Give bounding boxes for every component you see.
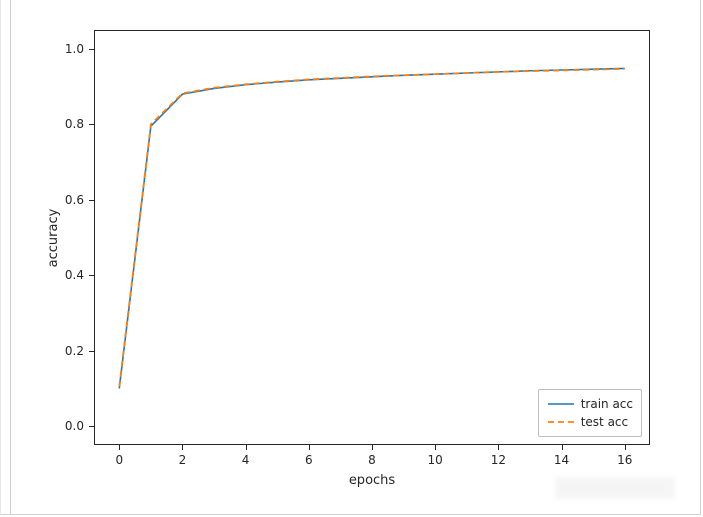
y-axis-label: accuracy	[46, 208, 61, 267]
legend-label: train acc	[581, 397, 633, 411]
x-tick-label: 2	[179, 453, 187, 467]
legend-swatch	[547, 397, 575, 411]
y-tick-label: 0.6	[60, 193, 84, 207]
y-tick	[89, 124, 94, 125]
x-tick-label: 4	[242, 453, 250, 467]
x-tick-label: 14	[554, 453, 569, 467]
x-tick	[435, 445, 436, 450]
y-tick-label: 0.2	[60, 344, 84, 358]
legend-item: train acc	[547, 395, 633, 413]
x-tick	[246, 445, 247, 450]
legend-item: test acc	[547, 413, 633, 431]
x-tick-label: 10	[428, 453, 443, 467]
accuracy-chart: 0246810121416 0.00.20.40.60.81.0 epochs …	[94, 30, 650, 445]
series-line	[119, 69, 624, 387]
legend-label: test acc	[581, 415, 628, 429]
x-axis-label: epochs	[349, 473, 395, 488]
y-tick-label: 0.0	[60, 419, 84, 433]
x-tick	[182, 445, 183, 450]
x-tick-label: 0	[115, 453, 123, 467]
x-tick	[562, 445, 563, 450]
x-tick-label: 6	[305, 453, 313, 467]
legend-swatch	[547, 415, 575, 429]
x-tick-label: 8	[368, 453, 376, 467]
x-tick	[309, 445, 310, 450]
y-tick	[89, 49, 94, 50]
left-divider	[10, 0, 11, 515]
y-tick	[89, 351, 94, 352]
artifact-smudge	[555, 477, 675, 499]
chart-lines	[94, 30, 650, 445]
x-tick-label: 16	[617, 453, 632, 467]
legend: train acc test acc	[538, 389, 642, 437]
y-tick-label: 0.8	[60, 117, 84, 131]
x-tick	[498, 445, 499, 450]
x-tick	[119, 445, 120, 450]
y-tick	[89, 426, 94, 427]
y-tick	[89, 275, 94, 276]
y-tick-label: 0.4	[60, 268, 84, 282]
series-line	[119, 68, 624, 388]
x-tick	[625, 445, 626, 450]
y-tick-label: 1.0	[60, 42, 84, 56]
y-tick	[89, 200, 94, 201]
x-tick	[372, 445, 373, 450]
x-tick-label: 12	[491, 453, 506, 467]
